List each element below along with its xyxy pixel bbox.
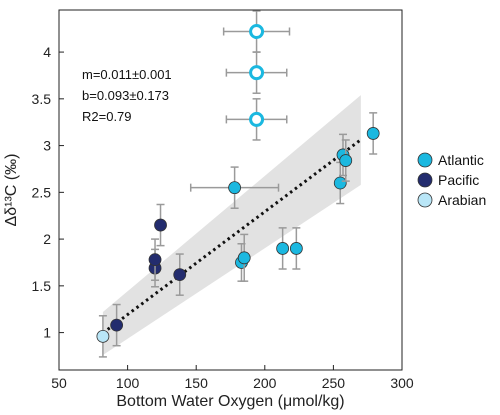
data-point <box>110 303 124 347</box>
data-point <box>339 139 353 182</box>
data-marker <box>289 242 303 255</box>
annotation-slope: m=0.011±0.001 <box>82 67 172 82</box>
data-point <box>366 112 380 155</box>
y-tick-label: 2.5 <box>32 184 52 200</box>
x-tick-label: 100 <box>116 375 140 391</box>
legend: Atlantic Pacific Arabian <box>417 152 486 208</box>
y-tick-label: 3 <box>43 138 51 154</box>
legend-label: Pacific <box>438 172 479 188</box>
y-tick-label: 2 <box>43 231 51 247</box>
x-tick-label: 50 <box>51 375 67 391</box>
legend-label: Arabian <box>438 192 486 208</box>
legend-item: Arabian <box>417 192 486 208</box>
data-marker <box>228 181 242 195</box>
legend-marker <box>417 172 433 188</box>
data-marker <box>173 268 187 282</box>
data-point <box>96 315 110 358</box>
data-point <box>225 51 288 94</box>
x-tick-label: 300 <box>390 375 414 391</box>
y-axis-title: Δδ¹³C (‰) <box>3 154 20 227</box>
fit-annotation: m=0.011±0.001 b=0.093±0.173 R2=0.79 <box>82 67 172 124</box>
annotation-r2: R2=0.79 <box>82 109 132 124</box>
annotation-intercept: b=0.093±0.173 <box>82 88 169 103</box>
data-point <box>289 227 303 270</box>
data-point <box>154 203 167 247</box>
data-marker <box>237 251 251 265</box>
legend-item: Pacific <box>417 172 479 188</box>
data-point <box>276 227 290 270</box>
data-marker <box>339 154 353 167</box>
data-points-layer <box>96 10 380 358</box>
x-axis: 50 100 150 200 250 300 <box>51 365 414 391</box>
data-marker <box>366 127 380 140</box>
x-tick-label: 250 <box>322 375 346 391</box>
legend-item: Atlantic <box>417 152 484 168</box>
data-point <box>222 10 291 53</box>
legend-label: Atlantic <box>438 152 484 168</box>
y-axis: 1 1.5 2 2.5 3 3.5 4 <box>32 44 64 341</box>
y-tick-label: 3.5 <box>32 91 52 107</box>
x-tick-label: 150 <box>185 375 209 391</box>
y-tick-label: 1.5 <box>32 278 52 294</box>
data-marker <box>276 242 290 255</box>
data-point <box>225 98 288 141</box>
data-marker <box>148 253 162 267</box>
data-marker <box>249 111 265 127</box>
data-point <box>173 253 187 296</box>
data-point <box>333 161 347 205</box>
confidence-band <box>102 95 361 356</box>
y-tick-label: 1 <box>43 325 51 341</box>
data-point <box>189 166 280 209</box>
confidence-band-layer <box>102 95 361 356</box>
data-marker <box>249 24 265 40</box>
y-tick-label: 4 <box>43 44 51 60</box>
x-tick-label: 200 <box>253 375 277 391</box>
data-marker <box>96 329 110 343</box>
data-marker <box>154 218 167 232</box>
data-point <box>237 233 251 282</box>
x-axis-title: Bottom Water Oxygen (μmol/kg) <box>116 393 344 410</box>
data-marker <box>249 65 265 81</box>
data-point <box>148 238 162 281</box>
data-marker <box>110 318 124 332</box>
data-marker <box>333 176 347 190</box>
legend-marker <box>417 192 433 208</box>
plot-frame <box>58 9 403 371</box>
legend-marker <box>417 152 433 168</box>
